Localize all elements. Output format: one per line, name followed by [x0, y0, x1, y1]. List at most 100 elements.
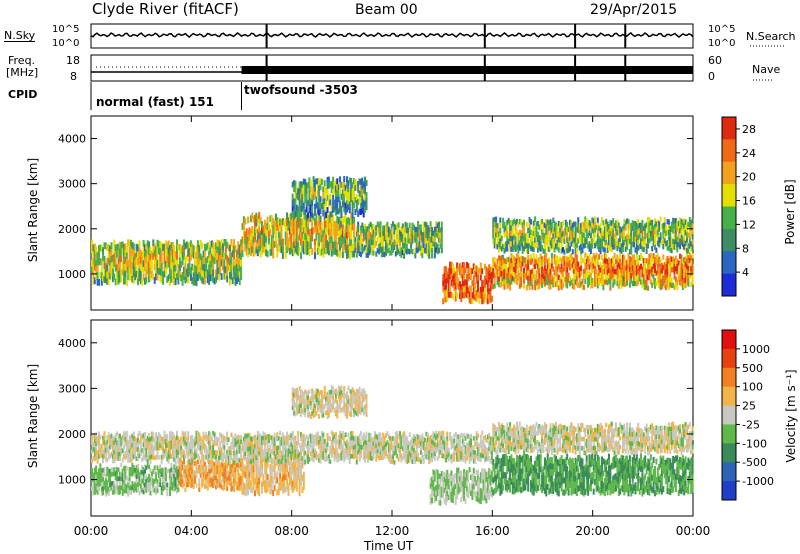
velocity-cell	[170, 454, 173, 459]
velocity-cell	[269, 464, 272, 471]
velocity-cell	[209, 478, 212, 483]
power-cell	[559, 277, 562, 284]
velocity-cell	[212, 444, 215, 450]
power-cell	[396, 223, 399, 229]
power-cell	[233, 272, 236, 280]
power-cell	[266, 223, 269, 231]
power-cell	[648, 269, 651, 275]
power-cell	[229, 278, 231, 286]
velocity-cell	[163, 476, 166, 481]
velocity-cell	[141, 478, 144, 484]
power-cell	[616, 240, 619, 246]
velocity-cell	[191, 478, 194, 483]
power-cell	[272, 224, 275, 232]
power-cell	[649, 253, 652, 259]
velocity-cell	[177, 487, 180, 492]
power-cell	[649, 225, 652, 231]
power-cell	[376, 237, 379, 243]
velocity-cell	[194, 470, 197, 475]
velocity-cell	[183, 463, 185, 469]
velocity-cell	[344, 446, 347, 451]
power-cell	[128, 267, 131, 275]
power-cell	[262, 225, 265, 233]
velocity-cell	[270, 449, 273, 454]
power-cell	[546, 280, 549, 286]
velocity-cell	[173, 443, 176, 449]
power-cell	[509, 230, 512, 236]
power-cell	[443, 272, 446, 279]
power-cell	[139, 270, 142, 278]
power-cell	[623, 276, 626, 282]
power-cell	[373, 237, 376, 243]
velocity-cell	[280, 459, 283, 465]
power-cell	[531, 246, 534, 252]
velocity-cell	[184, 431, 187, 436]
velocity-cell	[329, 445, 332, 451]
velocity-cell	[164, 472, 167, 477]
power-cell	[645, 222, 648, 228]
velocity-cell	[213, 436, 216, 442]
velocity-cell	[273, 437, 276, 442]
velocity-cell	[327, 454, 330, 459]
power-cell	[302, 190, 305, 197]
velocity-cell	[315, 441, 318, 447]
power-cell	[286, 246, 289, 254]
power-cell	[503, 248, 506, 254]
power-cell	[176, 239, 178, 247]
power-cell	[134, 259, 137, 267]
power-cell	[492, 222, 495, 228]
velocity-cell	[361, 445, 364, 450]
velocity-cell	[160, 454, 163, 460]
velocity-cell	[334, 450, 337, 455]
power-cell	[224, 252, 227, 260]
power-cell	[610, 225, 613, 232]
power-cell	[523, 235, 525, 241]
power-cell	[573, 221, 576, 227]
power-cell	[479, 274, 482, 281]
power-cell	[688, 252, 691, 258]
power-cell	[316, 248, 319, 255]
power-cell	[372, 245, 375, 251]
power-cell	[499, 238, 502, 244]
power-cell	[141, 258, 144, 266]
velocity-cell	[173, 469, 176, 474]
power-cell	[580, 255, 583, 261]
power-cell	[630, 262, 633, 268]
power-cell	[662, 228, 665, 234]
power-cell	[656, 219, 659, 225]
velocity-cell	[354, 440, 357, 445]
power-cell	[525, 269, 528, 275]
power-cell	[677, 271, 680, 277]
power-cell	[478, 291, 481, 298]
velocity-cell	[312, 457, 315, 463]
power-cell	[546, 240, 549, 246]
power-cell	[470, 298, 472, 304]
velocity-cell	[263, 486, 266, 493]
power-cell	[337, 237, 340, 245]
power-cell	[591, 227, 594, 233]
power-cell	[539, 258, 542, 265]
velocity-cell	[307, 459, 309, 464]
power-cell	[545, 274, 548, 280]
power-cell	[681, 268, 684, 275]
power-cell	[477, 268, 479, 275]
velocity-cell	[148, 442, 151, 447]
power-cell	[493, 262, 496, 268]
power-cell	[640, 238, 642, 244]
velocity-cell	[216, 459, 219, 465]
power-cell	[315, 202, 318, 209]
power-cell	[372, 234, 375, 240]
power-cell	[290, 239, 293, 247]
power-cell	[610, 274, 613, 280]
power-cell	[230, 259, 233, 267]
velocity-cell	[180, 473, 183, 478]
velocity-cell	[170, 440, 173, 445]
power-cell	[318, 179, 321, 186]
power-cell	[386, 227, 389, 233]
power-cell	[566, 232, 569, 238]
velocity-cell	[279, 449, 282, 454]
power-cell	[686, 258, 688, 264]
power-cell	[327, 176, 330, 183]
power-cell	[598, 270, 601, 276]
velocity-cell	[125, 430, 128, 436]
